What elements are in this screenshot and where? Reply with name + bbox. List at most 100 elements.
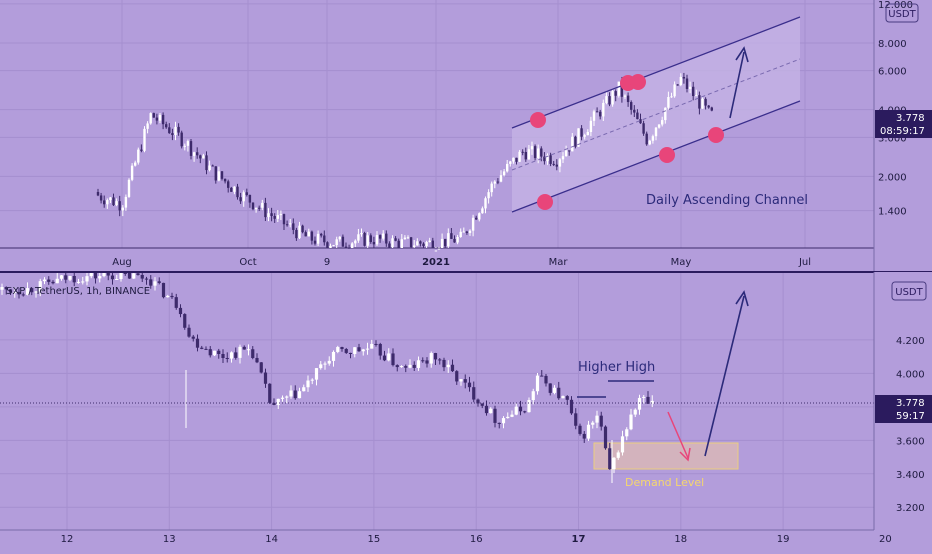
daily-candle-body [96, 191, 100, 196]
daily-candle-body [289, 223, 292, 225]
daily-candle-body [664, 107, 667, 121]
daily-candle-body [341, 236, 345, 247]
daily-candle-body [453, 238, 456, 243]
daily-candle-body [633, 109, 636, 113]
daily-candle-body [149, 113, 152, 124]
hourly-candle-body [85, 276, 89, 282]
daily-candle-body [623, 95, 627, 97]
hourly-x-tick-label: 17 [572, 534, 586, 545]
hourly-candle-body [280, 397, 285, 399]
daily-candle-body [630, 102, 633, 110]
daily-candle-body [428, 240, 431, 243]
daily-grid [0, 0, 874, 249]
hourly-candle-body [548, 383, 552, 393]
hourly-panel[interactable]: Higher High Demand Level SXP / TetherUS,… [0, 272, 932, 550]
daily-candle-body [351, 243, 354, 248]
daily-candle-body [400, 239, 403, 248]
channel-touch-marker [659, 147, 675, 163]
hourly-currency-badge-text: USDT [895, 287, 923, 298]
hourly-candle-body [293, 390, 297, 399]
daily-x-tick-label: Mar [549, 257, 569, 268]
daily-y-tick-label: 3.000 [878, 133, 907, 144]
daily-y-tick-label: 2.000 [878, 172, 907, 183]
hourly-candle-body [238, 346, 242, 358]
hourly-candle-body [242, 346, 246, 350]
daily-candle-body [360, 232, 363, 235]
hourly-candle-body [480, 403, 484, 406]
hourly-candle-body [306, 380, 310, 388]
hourly-candle-body [382, 355, 387, 361]
hourly-candle-body [336, 347, 340, 352]
hourly-candle-body [229, 352, 234, 359]
hourly-candle-body [132, 273, 136, 279]
hourly-candle-body [21, 294, 25, 296]
hourly-candle-body [208, 349, 212, 356]
daily-candle-body [285, 224, 289, 226]
daily-candle-body [602, 102, 605, 117]
daily-candle-body [214, 166, 217, 181]
daily-y-tick-label: 8.000 [878, 39, 907, 50]
daily-candle-body [509, 161, 512, 164]
hourly-candle-body [603, 426, 608, 449]
hourly-candle-body [565, 396, 569, 400]
daily-candle-body [267, 213, 270, 218]
daily-candle-body [378, 235, 382, 239]
daily-x-tick-label: Jul [798, 257, 811, 268]
hourly-candle-body [183, 314, 187, 328]
hourly-candle-body [544, 375, 548, 384]
daily-candle-body [657, 124, 661, 128]
hourly-candle-body [200, 347, 204, 349]
daily-candle-body [140, 149, 143, 151]
channel-upper-line[interactable] [511, 16, 801, 129]
channel-lower-line[interactable] [511, 100, 801, 213]
daily-candle-body [115, 201, 118, 206]
hourly-candle-body [412, 364, 416, 368]
daily-candle-body [571, 136, 574, 152]
channel-touch-marker [530, 112, 546, 128]
daily-candle-body [543, 156, 546, 162]
daily-candle-body [406, 237, 410, 239]
daily-candle-body [375, 235, 379, 245]
hourly-grid [0, 273, 886, 530]
daily-x-tick-label: Aug [112, 257, 132, 268]
daily-candle-body [130, 165, 134, 180]
hourly-currency-badge[interactable]: USDT [891, 281, 927, 301]
hourly-x-tick-label: 18 [674, 534, 687, 545]
hourly-candle-body [251, 349, 255, 358]
hourly-candle-body [578, 425, 582, 434]
hourly-candle-body [51, 281, 55, 284]
daily-candle-body [468, 230, 472, 233]
daily-candle-body [626, 95, 630, 103]
hourly-candle-body [535, 375, 540, 392]
hourly-candle-body [110, 275, 115, 280]
hourly-candle-body [285, 396, 289, 398]
daily-x-tick-label: May [671, 257, 692, 268]
daily-currency-badge[interactable]: USDT [885, 3, 919, 23]
daily-candle-body [431, 240, 434, 248]
daily-candle-body [183, 145, 186, 147]
hourly-candle-body [13, 292, 17, 294]
hourly-candle-body [64, 275, 68, 280]
daily-candle-body [651, 136, 655, 141]
daily-candle-body [189, 141, 193, 156]
hourly-candle-body [633, 409, 637, 415]
hourly-candle-body [268, 383, 272, 403]
hourly-candle-body [378, 343, 382, 356]
daily-candle-body [270, 213, 273, 217]
hourly-candle-body [531, 391, 535, 401]
daily-candle-body [620, 81, 624, 97]
hourly-candle-body [446, 364, 450, 368]
daily-candle-body [242, 192, 245, 202]
hourly-candle-body [93, 273, 98, 279]
daily-candle-body [617, 81, 620, 96]
hourly-candle-body [115, 279, 119, 281]
daily-candle-body [295, 229, 298, 239]
hourly-candle-body [344, 348, 348, 353]
hourly-candle-body [0, 287, 4, 290]
hourly-candle-body [586, 424, 591, 439]
daily-panel[interactable]: Daily Ascending Channel 12.000 8.000 6.000… [0, 0, 932, 272]
channel-touch-marker [630, 74, 646, 90]
daily-candle-body [397, 240, 400, 248]
daily-candle-body [506, 163, 509, 172]
